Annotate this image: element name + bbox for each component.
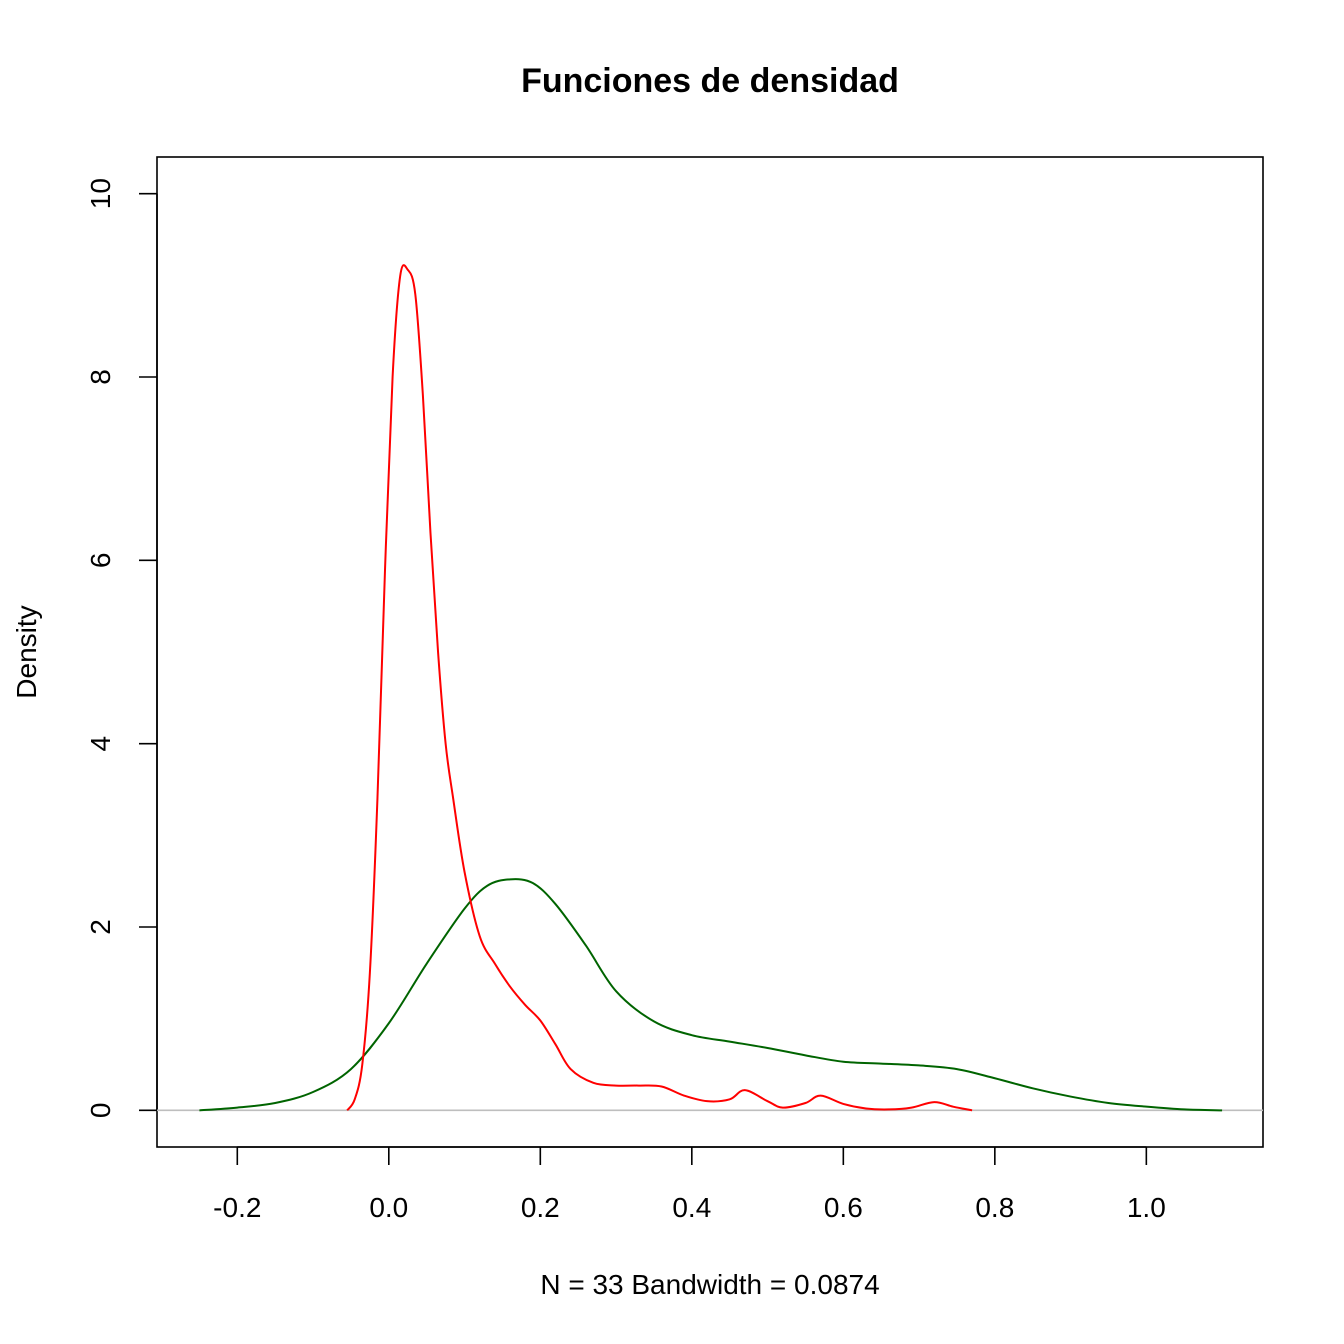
x-tick-label: 0.6 [824,1192,863,1223]
y-axis-ticks: 0 2 4 6 8 10 [85,178,157,1118]
series-group [199,264,1223,1112]
y-axis-label: Density [11,605,42,698]
chart-title: Funciones de densidad [521,62,899,100]
x-tick-label: 0.8 [975,1192,1014,1223]
x-tick-label: 0.0 [369,1192,408,1223]
y-tick-label: 10 [85,178,116,209]
x-tick-label: 0.2 [521,1192,560,1223]
y-tick-label: 0 [85,1103,116,1119]
x-tick-label: 0.4 [672,1192,711,1223]
x-tick-label: -0.2 [213,1192,261,1223]
series-line-1 [199,878,1223,1112]
y-tick-label: 8 [85,369,116,385]
y-tick-label: 2 [85,919,116,935]
plot-frame [156,156,1264,1148]
x-tick-label: 1.0 [1127,1192,1166,1223]
series-line-2 [346,264,973,1112]
x-axis-label: N = 33 Bandwidth = 0.0874 [540,1269,879,1300]
y-tick-label: 6 [85,553,116,569]
y-tick-label: 4 [85,736,116,752]
x-axis-ticks: -0.2 0.0 0.2 0.4 0.6 0.8 1.0 [213,1147,1166,1223]
